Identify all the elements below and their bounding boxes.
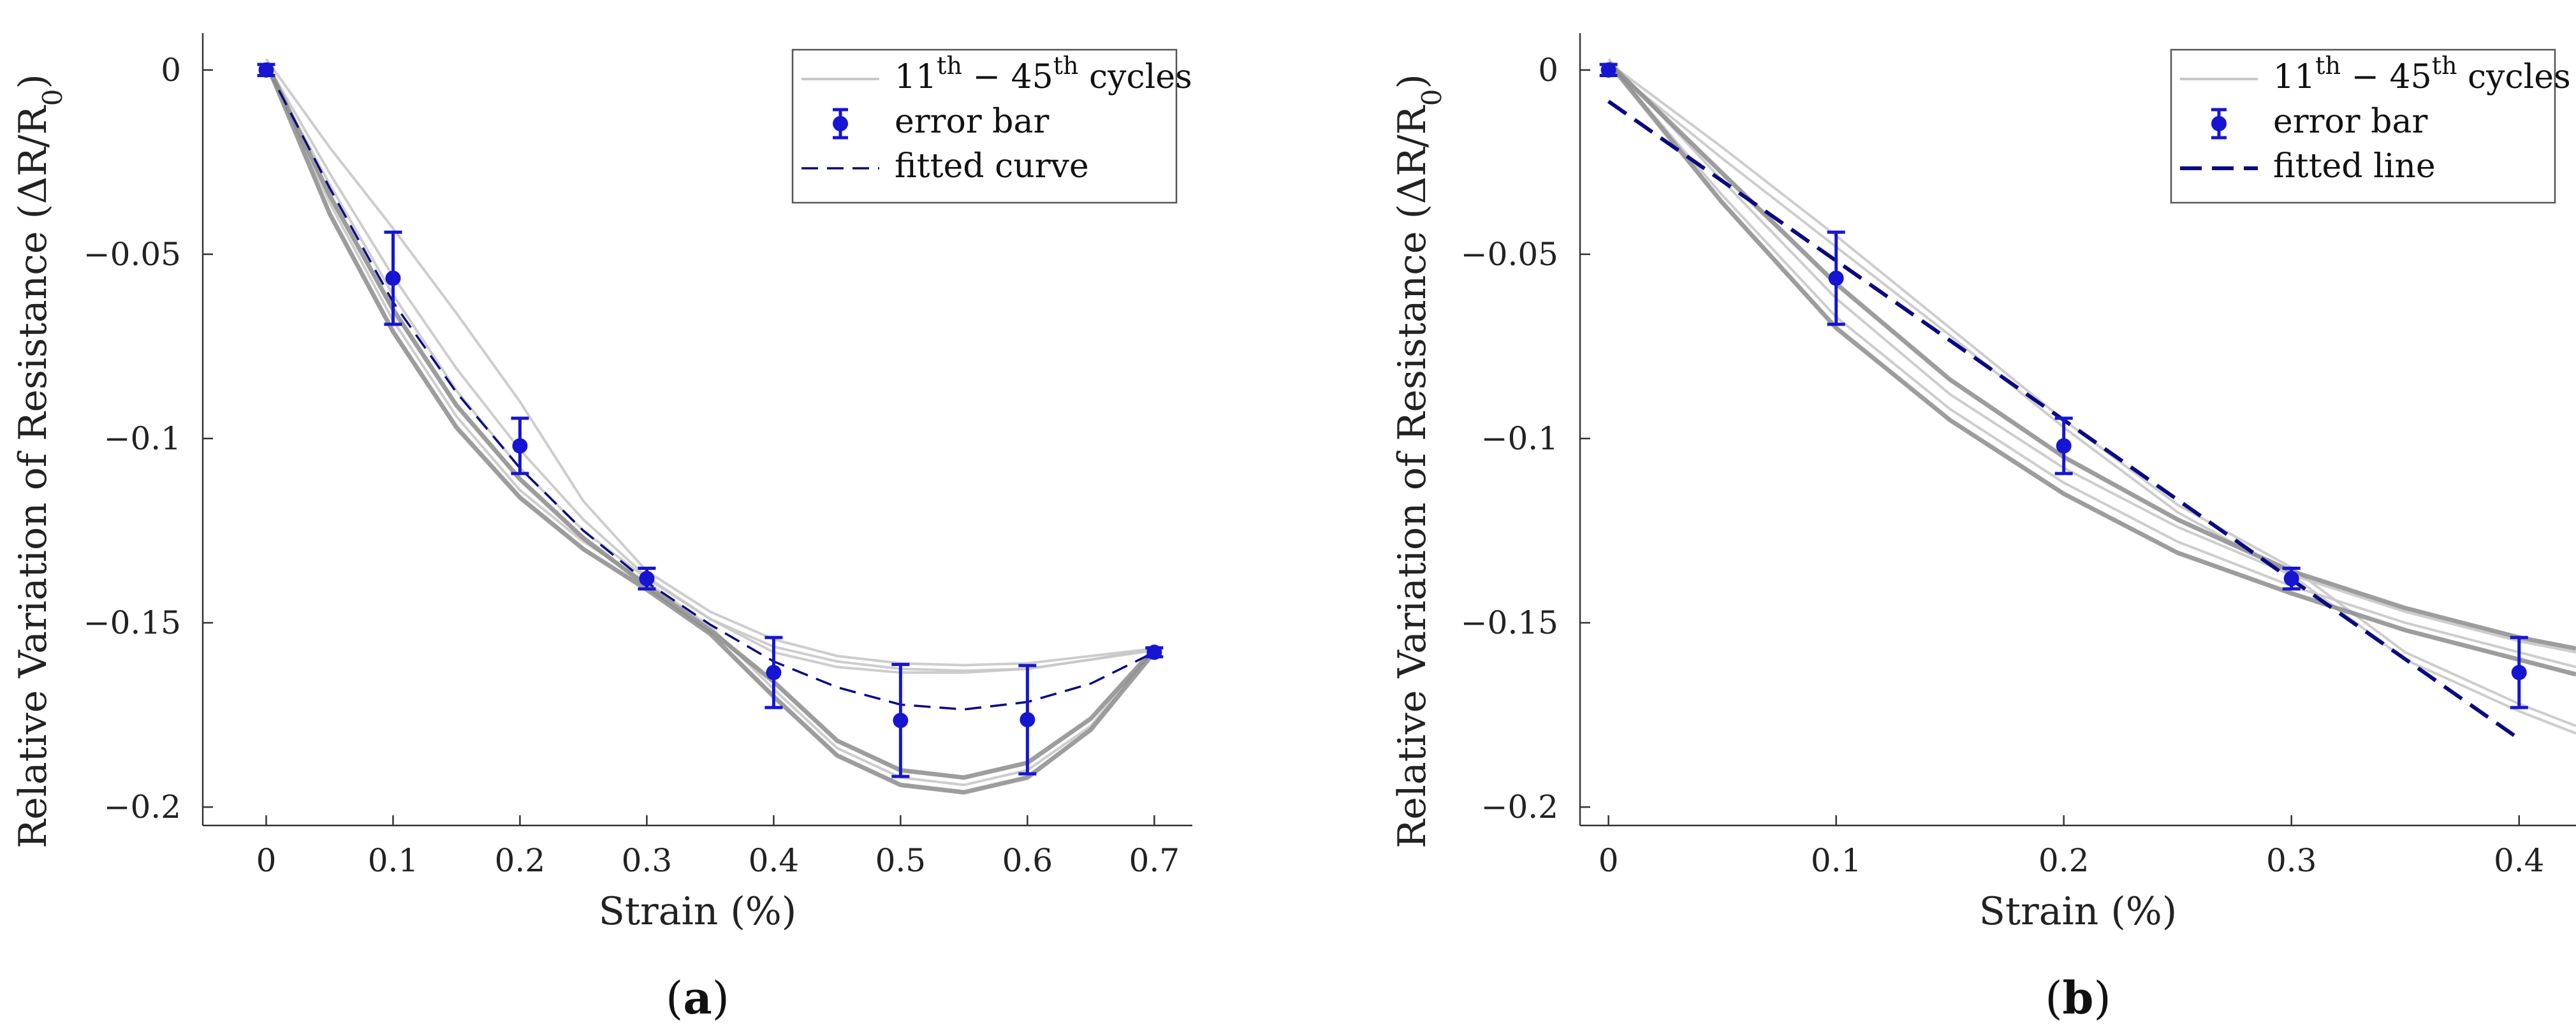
panel-letter-b: b [2063,971,2094,1024]
y-tick-label: 0 [161,52,181,89]
legend-text-part: − 45 [2341,58,2432,96]
chart-panel-b: 0 0.1 0.2 0.3 0.40−0.05−0.1−0.15−0.2 11th − … [1390,33,2576,1024]
data-point-marker [1020,712,1036,728]
legend-swatch-marker [2211,116,2227,131]
data-point-marker [639,571,655,586]
data-point-marker [1828,270,1844,286]
data-point-marker [512,438,528,454]
chart-panel-a: 0 0.1 0.2 0.3 0.4 0.5 0.6 0.7 0 −0.05 −0.1 −0.15 −0.… [11,33,1192,1024]
data-point-marker [258,62,274,78]
y-tick-label: −0.05 [1461,236,1558,273]
legend-superscript: th [1053,52,1079,80]
x-tick-label: 0.1 [1811,842,1862,879]
y-tick-label: 0 [1538,52,1558,89]
legend-box [2170,48,2556,204]
x-tick-label: 0.3 [622,842,673,879]
error-bars-group [1599,62,2528,709]
cycle-curves-group [264,58,1157,795]
cycle-curve [1607,61,2576,651]
cycle-curve [1607,61,2576,727]
x-tick-label: 0.5 [875,842,926,879]
x-tick-label: 0.1 [368,842,419,879]
panel-label-b: (b) [2045,971,2111,1024]
legend-label-errbar: error bar [895,103,1049,141]
legend-text-part: 11 [2273,58,2315,96]
y-axis-label-main: Relative Variation of Resistance (ΔR/R [1390,105,1435,848]
legend-text-part: 11 [895,58,937,96]
fitted-curve-group [277,89,1155,711]
x-tick-label: 0 [1599,842,1619,879]
y-tick-label: −0.2 [1481,789,1558,825]
cycle-curve [264,61,1157,795]
cycle-curve [265,58,1155,667]
panel-label-a: (a) [666,971,729,1024]
cycle-curve [264,61,1156,780]
legend-label-errbar: error bar [2273,103,2427,141]
legend-label-fit: fitted line [2273,147,2436,185]
cycle-curve [1606,61,2576,677]
data-point-marker [766,665,782,681]
cycle-curve [1607,61,2576,669]
y-tick-label: −0.15 [84,604,181,641]
x-tick-label: 0.4 [749,842,800,879]
y-tick-label: −0.15 [1461,604,1558,641]
cycle-curve [1607,58,2576,654]
y-tick-label: −0.2 [104,789,181,825]
legend-superscript: th [937,52,962,80]
cycle-curve [1607,65,2576,735]
x-tick-label: 0.3 [2266,842,2317,879]
y-axis-label-close: ) [1390,74,1435,89]
x-tick-label: 0.2 [495,842,546,879]
x-axis-label: Strain (%) [1979,889,2177,934]
fitted-curve-line [277,89,1155,711]
legend-label-fit: fitted curve [895,147,1089,185]
x-tick-label: 0.4 [2494,842,2545,879]
y-axis-label-sub: 0 [37,89,68,106]
legend-superscript: th [2315,52,2341,80]
x-axis-label: Strain (%) [599,889,796,934]
x-tick-label: 0 [256,842,277,879]
x-tick-label: 0.2 [2038,842,2089,879]
legend-label-cycles: 11th − 45th cycles [2273,52,2571,96]
axes-group: 0 0.1 0.2 0.3 0.4 0.5 0.6 0.7 0 −0.05 −0.1 −0.15 −0.… [84,33,1192,879]
x-tick-label: 0.7 [1129,842,1180,879]
y-tick-label: −0.1 [1481,420,1558,457]
axes-group: 0 0.1 0.2 0.3 0.4 0 −0.05 −0.1 −0.15 −0.2 [1461,33,2576,879]
y-axis-label-main: Relative Variation of Resistance (ΔR/R [11,105,55,848]
y-axis-label-sub: 0 [1416,89,1447,106]
legend-text-part: cycles [1078,58,1192,96]
cycle-curves-group [1606,58,2576,735]
x-tick-label: 0.6 [1002,842,1053,879]
data-point-marker [2511,665,2527,681]
legend-box [791,48,1178,204]
cycle-curve [265,62,1155,787]
data-point-marker [385,270,401,286]
y-axis-label: Relative Variation of Resistance (ΔR/R0) [11,74,68,848]
legend-label-cycles: 11th − 45th cycles [895,52,1192,96]
error-bars-group [257,62,1164,778]
legend-superscript: th [2432,52,2457,80]
panel-letter-a: a [683,971,712,1024]
data-point-marker [1146,644,1162,660]
data-point-marker [893,713,909,729]
legend-swatch-marker [833,116,848,131]
data-point-marker [2056,438,2072,454]
y-tick-label: −0.05 [84,236,181,273]
legend-text-part: cycles [2457,58,2570,96]
legend-text-part: − 45 [962,58,1053,96]
data-point-marker [1600,62,1616,78]
y-tick-label: −0.1 [104,420,181,457]
y-axis-label-close: ) [11,74,55,89]
data-point-marker [2283,571,2299,586]
y-axis-label: Relative Variation of Resistance (ΔR/R0) [1390,74,1447,848]
cycle-curve [265,66,1155,674]
